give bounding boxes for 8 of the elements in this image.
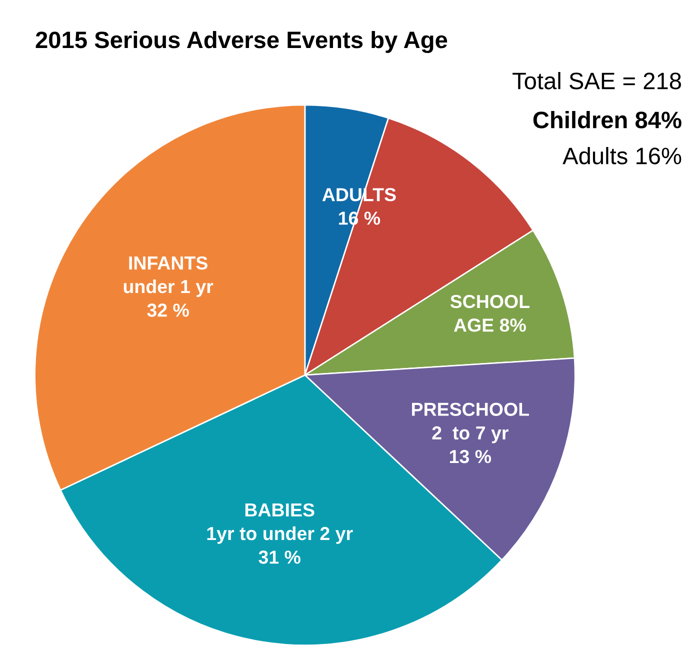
text: Total SAE = 218 (512, 72, 681, 90)
chart-title: 2015 Serious Adverse Events by Age (36, 30, 448, 54)
slice-label: PRESCHOOL 2 to 7 yr 13 % (412, 402, 529, 464)
slice-label: BABIES 1yr to under 2 yr 31 % (207, 503, 353, 564)
slice-label: SCHOOL AGE 8% (450, 294, 530, 332)
text: Children 84% (533, 110, 682, 128)
text: Adults 16% (562, 146, 682, 164)
slice-label: INFANTS under 1 yr 32 % (124, 256, 214, 317)
